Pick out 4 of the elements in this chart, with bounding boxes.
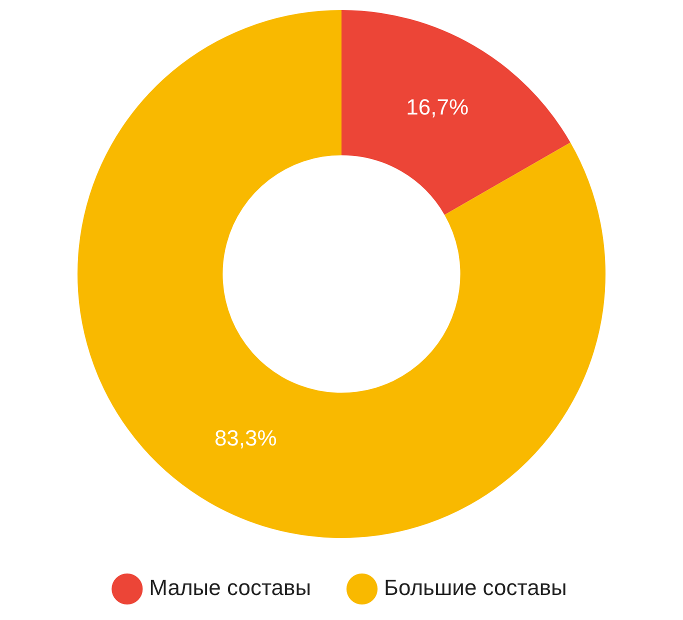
legend-label: Малые составы: [149, 575, 312, 600]
data-label: 83,3%: [214, 426, 277, 451]
legend-label: Большие составы: [384, 575, 567, 600]
data-label: 16,7%: [406, 94, 469, 120]
